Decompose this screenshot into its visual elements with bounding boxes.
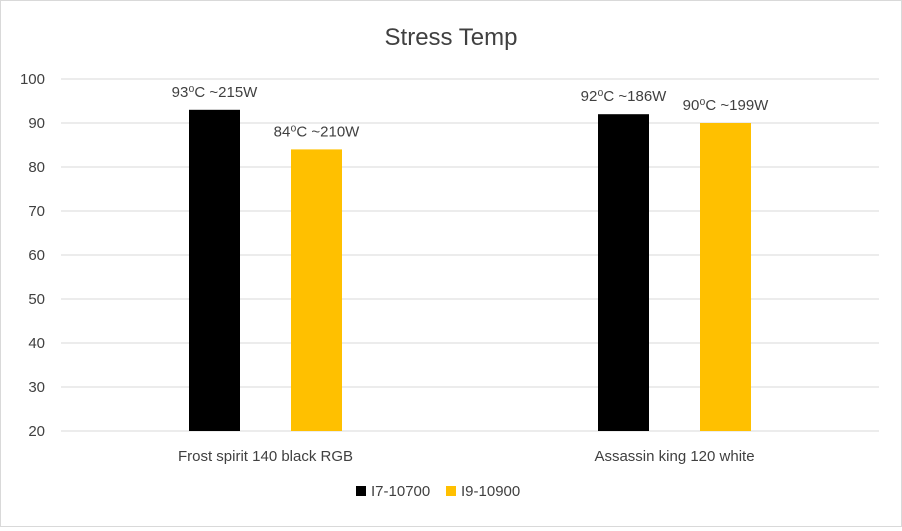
y-tick-label: 70 xyxy=(28,203,45,220)
category-label: Frost spirit 140 black RGB xyxy=(178,448,353,465)
y-tick-label: 60 xyxy=(28,247,45,264)
legend-label: I7-10700 xyxy=(371,483,430,500)
bar-i7-10700-1 xyxy=(598,114,649,431)
bar-i9-10900-1 xyxy=(700,123,751,431)
gridlines xyxy=(61,78,879,432)
y-tick-label: 20 xyxy=(28,423,45,440)
data-label: 84⁰C ~210W xyxy=(274,123,360,140)
y-tick-label: 100 xyxy=(20,71,45,88)
chart-title: Stress Temp xyxy=(385,24,518,51)
legend-label: I9-10900 xyxy=(461,483,520,500)
x-axis-categories: Frost spirit 140 black RGB Assassin king … xyxy=(178,448,755,465)
y-tick-label: 50 xyxy=(28,291,45,308)
legend: I7-10700 I9-10900 xyxy=(356,483,520,500)
y-tick-label: 40 xyxy=(28,335,45,352)
legend-swatch xyxy=(446,486,456,496)
y-tick-label: 80 xyxy=(28,159,45,176)
bars xyxy=(189,109,751,432)
data-labels: 93⁰C ~215W 84⁰C ~210W 92⁰C ~186W 90⁰C ~199W xyxy=(172,84,769,141)
data-label: 90⁰C ~199W xyxy=(683,97,769,114)
data-label: 92⁰C ~186W xyxy=(581,88,667,105)
legend-swatch xyxy=(356,486,366,496)
category-label: Assassin king 120 white xyxy=(594,448,754,465)
y-tick-label: 90 xyxy=(28,115,45,132)
data-label: 93⁰C ~215W xyxy=(172,84,258,101)
y-axis-ticks: 20 30 40 50 60 70 80 90 100 xyxy=(20,71,45,440)
bar-i7-10700-0 xyxy=(189,109,240,432)
y-tick-label: 30 xyxy=(28,379,45,396)
bar-i9-10900-0 xyxy=(291,149,342,431)
